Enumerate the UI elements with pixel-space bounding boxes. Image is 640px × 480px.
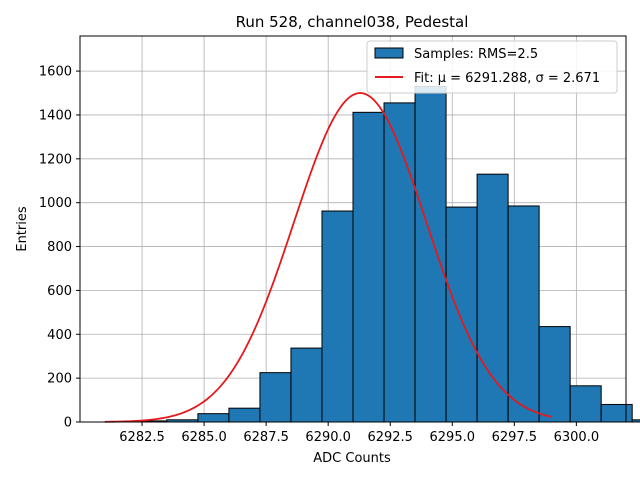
legend-samples-label: Samples: RMS=2.5 [414, 47, 538, 62]
x-axis-label: ADC Counts [313, 451, 391, 466]
plot-frame [79, 35, 627, 423]
x-tick-label: 6300.0 [554, 430, 600, 445]
histogram-bar [569, 385, 602, 423]
histogram-bar [476, 173, 509, 423]
x-tick-label: 6287.5 [243, 430, 289, 445]
y-axis-label: Entries [15, 206, 30, 252]
y-tick-label: 1200 [39, 152, 72, 167]
histogram-bar [600, 403, 633, 423]
histogram-bar [445, 206, 478, 423]
histogram-bar [538, 326, 571, 423]
x-tick-label: 6295.0 [430, 430, 476, 445]
histogram-bar [228, 407, 261, 423]
x-tick-label: 6282.5 [119, 430, 165, 445]
x-tick-label: 6292.5 [367, 430, 413, 445]
legend-fit-label: Fit: μ = 6291.288, σ = 2.671 [414, 71, 600, 86]
histogram-bar [290, 347, 323, 423]
histogram-bar [259, 372, 292, 423]
fit-curve-layer [104, 92, 552, 423]
histogram-bar [321, 210, 354, 423]
histogram-bars [135, 85, 640, 423]
histogram-bar [507, 205, 540, 423]
histogram-bar [197, 413, 230, 423]
chart-title: Run 528, channel038, Pedestal [236, 13, 469, 31]
x-tick-label: 6290.0 [305, 430, 351, 445]
legend: Samples: RMS=2.5 Fit: μ = 6291.288, σ = … [366, 40, 618, 94]
y-tick-label: 1000 [39, 196, 72, 211]
x-tick-label: 6297.5 [492, 430, 538, 445]
y-tick-label: 800 [47, 240, 72, 255]
axis-ticks: 6282.5 6285.0 6287.5 6290.0 6292.5 6295.0 6297… [39, 65, 599, 445]
x-tick-label: 6285.0 [181, 430, 227, 445]
y-tick-label: 600 [47, 284, 72, 299]
legend-samples-swatch [374, 47, 404, 59]
legend-box [366, 40, 618, 94]
histogram-bar [383, 102, 416, 423]
fit-curve [104, 92, 552, 423]
y-tick-label: 200 [47, 372, 72, 387]
histogram-bar [352, 111, 385, 423]
histogram-bar [414, 85, 447, 423]
y-tick-label: 0 [64, 416, 72, 431]
y-tick-label: 1600 [39, 65, 72, 80]
histogram-bar [631, 419, 640, 423]
y-tick-label: 1400 [39, 108, 72, 123]
y-tick-label: 400 [47, 328, 72, 343]
